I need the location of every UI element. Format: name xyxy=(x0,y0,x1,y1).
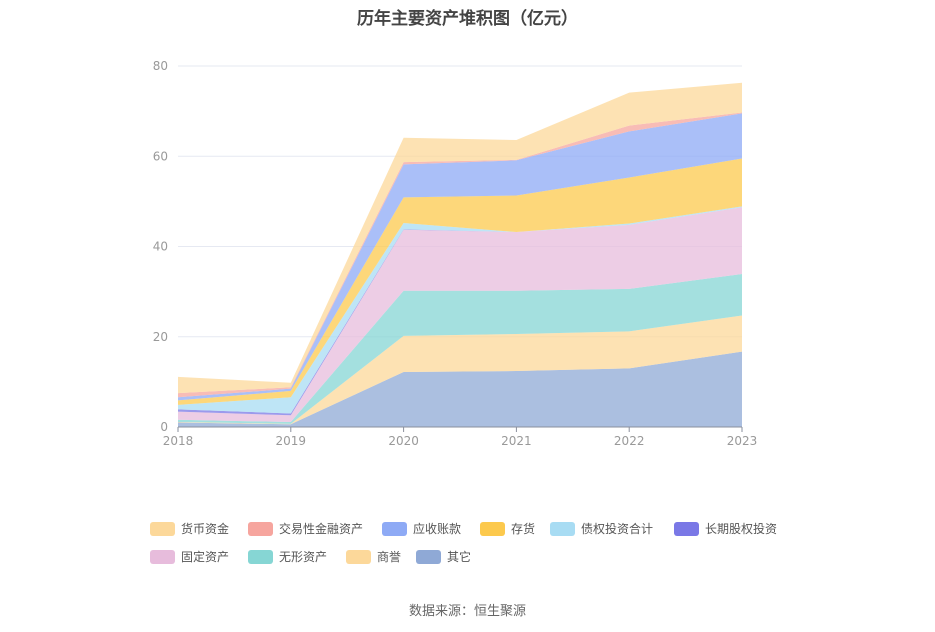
legend-label: 固定资产 xyxy=(181,550,230,564)
legend-item[interactable]: 长期股权投资 xyxy=(674,520,777,537)
legend-label: 长期股权投资 xyxy=(705,522,778,536)
legend-item[interactable]: 交易性金融资产 xyxy=(248,520,363,537)
legend-label: 债权投资合计 xyxy=(581,522,654,536)
legend-item[interactable]: 其它 xyxy=(416,548,471,565)
legend-swatch xyxy=(248,521,273,536)
x-tick-label: 2021 xyxy=(501,434,532,448)
legend-item[interactable]: 存货 xyxy=(480,520,535,537)
data-source-note: 数据来源：恒生聚源 xyxy=(408,604,526,619)
legend-swatch xyxy=(382,521,407,536)
legend-label: 交易性金融资产 xyxy=(279,522,364,536)
y-tick-label: 20 xyxy=(153,330,168,344)
y-tick-label: 40 xyxy=(153,240,168,254)
area-series-3 xyxy=(178,207,742,423)
legend-item[interactable]: 无形资产 xyxy=(248,548,327,565)
y-tick-label: 80 xyxy=(153,59,168,73)
area-series-5 xyxy=(178,206,742,414)
legend-label: 货币资金 xyxy=(181,522,230,536)
legend-item[interactable]: 应收账款 xyxy=(382,520,461,537)
area-layer xyxy=(178,82,742,427)
legend-swatch xyxy=(248,549,273,564)
legend-label: 无形资产 xyxy=(279,550,328,564)
legend-item[interactable]: 商誉 xyxy=(346,548,401,565)
x-tick-label: 2020 xyxy=(388,434,419,448)
axis-layer: 0 20 40 60 80 2018 2019 2020 2021 2022 2023 xyxy=(153,59,758,448)
legend-label: 存货 xyxy=(511,522,536,536)
area-series-0 xyxy=(178,351,742,427)
legend-swatch xyxy=(416,549,441,564)
x-tick-label: 2022 xyxy=(614,434,645,448)
legend-swatch xyxy=(480,521,505,536)
y-tick-label: 60 xyxy=(153,149,168,163)
x-tick-label: 2023 xyxy=(727,434,758,448)
legend-swatch xyxy=(150,549,175,564)
legend-label: 其它 xyxy=(447,550,472,564)
x-tick-label: 2018 xyxy=(163,434,194,448)
chart-title: 历年主要资产堆积图（亿元） xyxy=(357,9,578,29)
x-tick-label: 2019 xyxy=(276,434,307,448)
legend-swatch xyxy=(346,549,371,564)
legend-label: 商誉 xyxy=(377,550,402,564)
area-series-6 xyxy=(178,158,742,405)
area-series-7 xyxy=(178,113,742,401)
legend-item[interactable]: 固定资产 xyxy=(150,548,229,565)
legend-item[interactable]: 债权投资合计 xyxy=(550,520,653,537)
area-series-2 xyxy=(178,274,742,424)
y-tick-label: 0 xyxy=(160,420,168,434)
area-series-9 xyxy=(178,82,742,394)
area-series-1 xyxy=(178,315,742,425)
legend-item[interactable]: 货币资金 xyxy=(150,520,229,537)
legend-swatch xyxy=(674,521,699,536)
legend-swatch xyxy=(150,521,175,536)
legend-swatch xyxy=(550,521,575,536)
legend-label: 应收账款 xyxy=(413,522,462,536)
